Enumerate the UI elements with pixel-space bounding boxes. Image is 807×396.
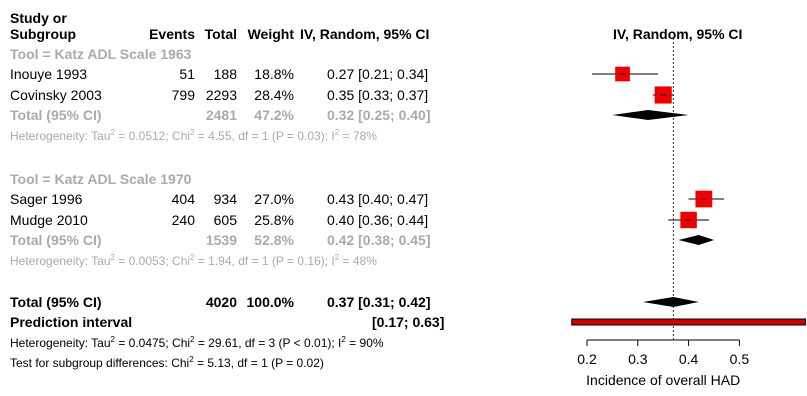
- subgroup-total-label: Total (95% CI): [10, 107, 102, 123]
- prediction-interval-ci: [0.17; 0.63]: [372, 314, 445, 330]
- study-weight: 27.0%: [254, 191, 294, 207]
- overall-total-weight: 100.0%: [246, 294, 294, 310]
- prediction-interval-label: Prediction interval: [10, 314, 133, 330]
- study-name: Covinsky 2003: [10, 87, 102, 103]
- prediction-interval-bar: [571, 318, 806, 326]
- study-weight: 25.8%: [254, 212, 294, 228]
- overall-total-label: Total (95% CI): [10, 294, 102, 310]
- subgroup-differences-test: Test for subgroup differences: Chi2 = 5.…: [10, 355, 324, 371]
- study-events: 799: [171, 87, 195, 103]
- header-ci: IV, Random, 95% CI: [300, 26, 430, 42]
- study-ci: 0.27 [0.21; 0.34]: [327, 66, 429, 82]
- subgroup-total-ci: 0.42 [0.38; 0.45]: [327, 232, 431, 248]
- subgroup-total-ci: 0.32 [0.25; 0.40]: [327, 107, 431, 123]
- x-tick-label: 0.2: [577, 351, 597, 367]
- study-events: 51: [179, 66, 195, 82]
- summary-diamond: [678, 235, 714, 245]
- study-weight: 28.4%: [254, 87, 294, 103]
- overall-total-ci: 0.37 [0.31; 0.42]: [327, 294, 431, 310]
- header-events: Events: [149, 26, 195, 42]
- overall-total-n: 4020: [205, 294, 237, 310]
- header-study-line2: Subgroup: [10, 26, 77, 42]
- header-weight: Weight: [247, 26, 294, 42]
- summary-diamond: [642, 297, 699, 307]
- summary-diamond: [612, 110, 689, 120]
- subgroup-total-weight: 47.2%: [254, 107, 294, 123]
- subgroup-heterogeneity: Heterogeneity: Tau2 = 0.0512; Chi2 = 4.5…: [10, 128, 377, 144]
- group-label: Tool = Katz ADL Scale 1963: [10, 46, 192, 62]
- study-total: 2293: [205, 87, 237, 103]
- header-total: Total: [204, 26, 237, 42]
- x-tick-label: 0.4: [679, 351, 699, 367]
- subgroup-total-label: Total (95% CI): [10, 232, 102, 248]
- subgroup-total-n: 2481: [205, 107, 237, 123]
- group-label: Tool = Katz ADL Scale 1970: [10, 171, 192, 187]
- x-tick-label: 0.3: [628, 351, 648, 367]
- subgroup-heterogeneity: Heterogeneity: Tau2 = 0.0053; Chi2 = 1.9…: [10, 253, 377, 269]
- subgroup-total-weight: 52.8%: [254, 232, 294, 248]
- study-weight: 18.8%: [254, 66, 294, 82]
- x-tick-label: 0.5: [730, 351, 750, 367]
- x-axis-label: Incidence of overall HAD: [586, 372, 740, 388]
- subgroup-total-n: 1539: [205, 232, 237, 248]
- study-name: Sager 1996: [10, 191, 83, 207]
- study-name: Inouye 1993: [10, 66, 88, 82]
- study-ci: 0.40 [0.36; 0.44]: [327, 212, 429, 228]
- study-events: 240: [171, 212, 195, 228]
- overall-heterogeneity: Heterogeneity: Tau2 = 0.0475; Chi2 = 29.…: [10, 335, 384, 351]
- study-total: 605: [213, 212, 237, 228]
- study-total: 188: [213, 66, 237, 82]
- plot-title: IV, Random, 95% CI: [613, 26, 743, 42]
- study-total: 934: [213, 191, 237, 207]
- header-study-line1: Study or: [10, 10, 67, 26]
- study-ci: 0.43 [0.40; 0.47]: [327, 191, 429, 207]
- study-name: Mudge 2010: [10, 212, 88, 228]
- study-ci: 0.35 [0.33; 0.37]: [327, 87, 429, 103]
- study-events: 404: [171, 191, 195, 207]
